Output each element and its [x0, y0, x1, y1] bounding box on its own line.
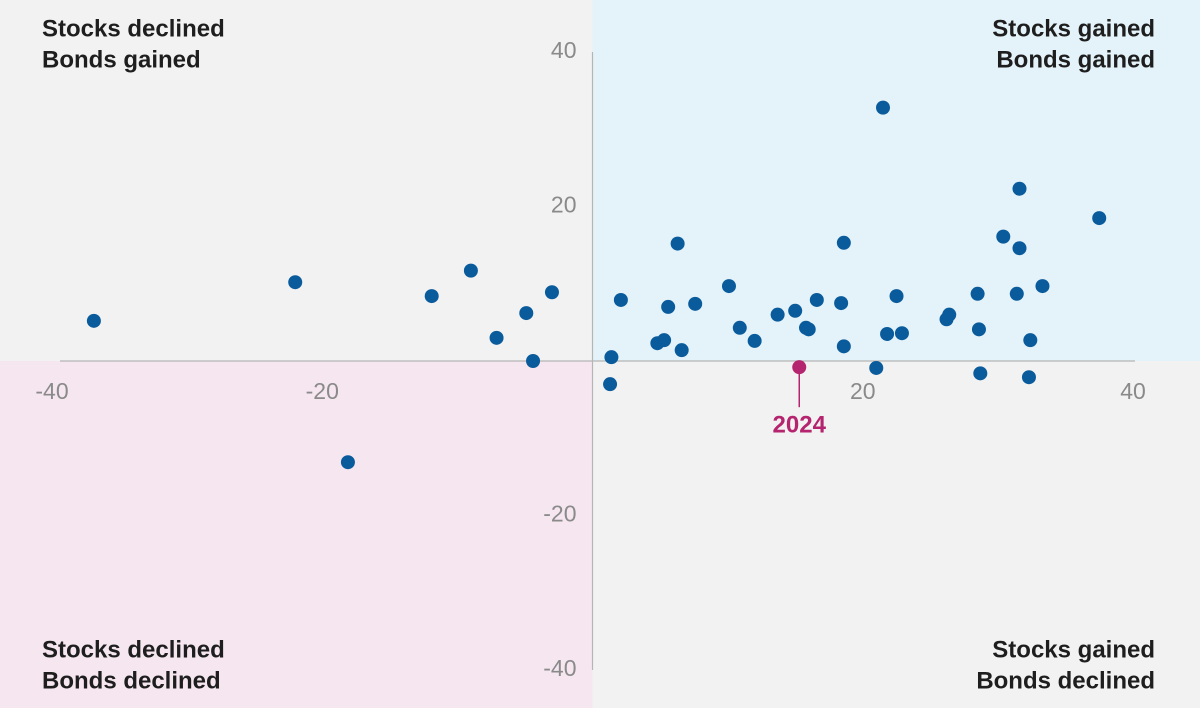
point: [971, 322, 986, 337]
highlight-label: 2024: [773, 412, 827, 439]
point: [603, 377, 618, 392]
point: [613, 292, 628, 307]
point: [801, 322, 816, 337]
point: [661, 299, 676, 314]
point: [836, 235, 851, 250]
x-tick-label: -20: [306, 378, 339, 404]
point: [770, 307, 785, 322]
point: [809, 292, 824, 307]
y-tick-label: -40: [543, 655, 576, 681]
point: [1012, 241, 1027, 256]
quadrant-label: Bonds declined: [42, 667, 221, 694]
point: [463, 263, 478, 278]
point: [876, 100, 891, 115]
quadrant-label: Bonds declined: [976, 667, 1155, 694]
point: [834, 296, 849, 311]
y-tick-label: 40: [551, 37, 577, 63]
point: [526, 354, 541, 368]
point: [544, 285, 559, 300]
point: [604, 350, 619, 365]
y-tick-label: 20: [551, 192, 577, 218]
x-tick-label: 20: [850, 378, 876, 404]
point: [973, 366, 988, 381]
point: [869, 360, 884, 375]
point: [519, 306, 534, 321]
point: [788, 303, 803, 318]
point: [670, 236, 685, 251]
point: [880, 326, 895, 341]
point: [942, 307, 957, 322]
point: [1035, 279, 1050, 294]
point: [688, 296, 703, 311]
point: [489, 330, 504, 345]
point: [674, 343, 689, 358]
quadrant-label: Bonds gained: [996, 46, 1155, 73]
point: [889, 289, 904, 304]
point: [721, 279, 736, 294]
point: [836, 339, 851, 354]
point: [657, 333, 672, 348]
point: [1012, 181, 1027, 196]
highlight-point: [792, 360, 807, 375]
point: [340, 455, 355, 470]
quadrant-label: Stocks declined: [42, 636, 225, 663]
point: [1009, 286, 1024, 301]
point: [1023, 333, 1038, 348]
point: [1092, 211, 1107, 226]
point: [996, 229, 1011, 244]
point: [894, 326, 909, 341]
quadrant-label: Stocks gained: [992, 636, 1155, 663]
quadrant-label: Stocks declined: [42, 15, 225, 42]
point: [747, 333, 762, 348]
point: [732, 320, 747, 335]
y-tick-label: -20: [543, 501, 576, 527]
quadrant-label: Bonds gained: [42, 46, 201, 73]
point: [1021, 370, 1036, 385]
quadrant-background: [0, 0, 593, 361]
quadrant-label: Stocks gained: [992, 15, 1155, 42]
point: [424, 289, 439, 304]
quadrant-background: [0, 361, 593, 708]
x-tick-label: 40: [1120, 378, 1146, 404]
point: [288, 275, 303, 290]
point: [86, 313, 101, 328]
point: [970, 286, 985, 301]
quadrant-background: [592, 361, 1200, 708]
x-tick-label: -40: [35, 378, 68, 404]
